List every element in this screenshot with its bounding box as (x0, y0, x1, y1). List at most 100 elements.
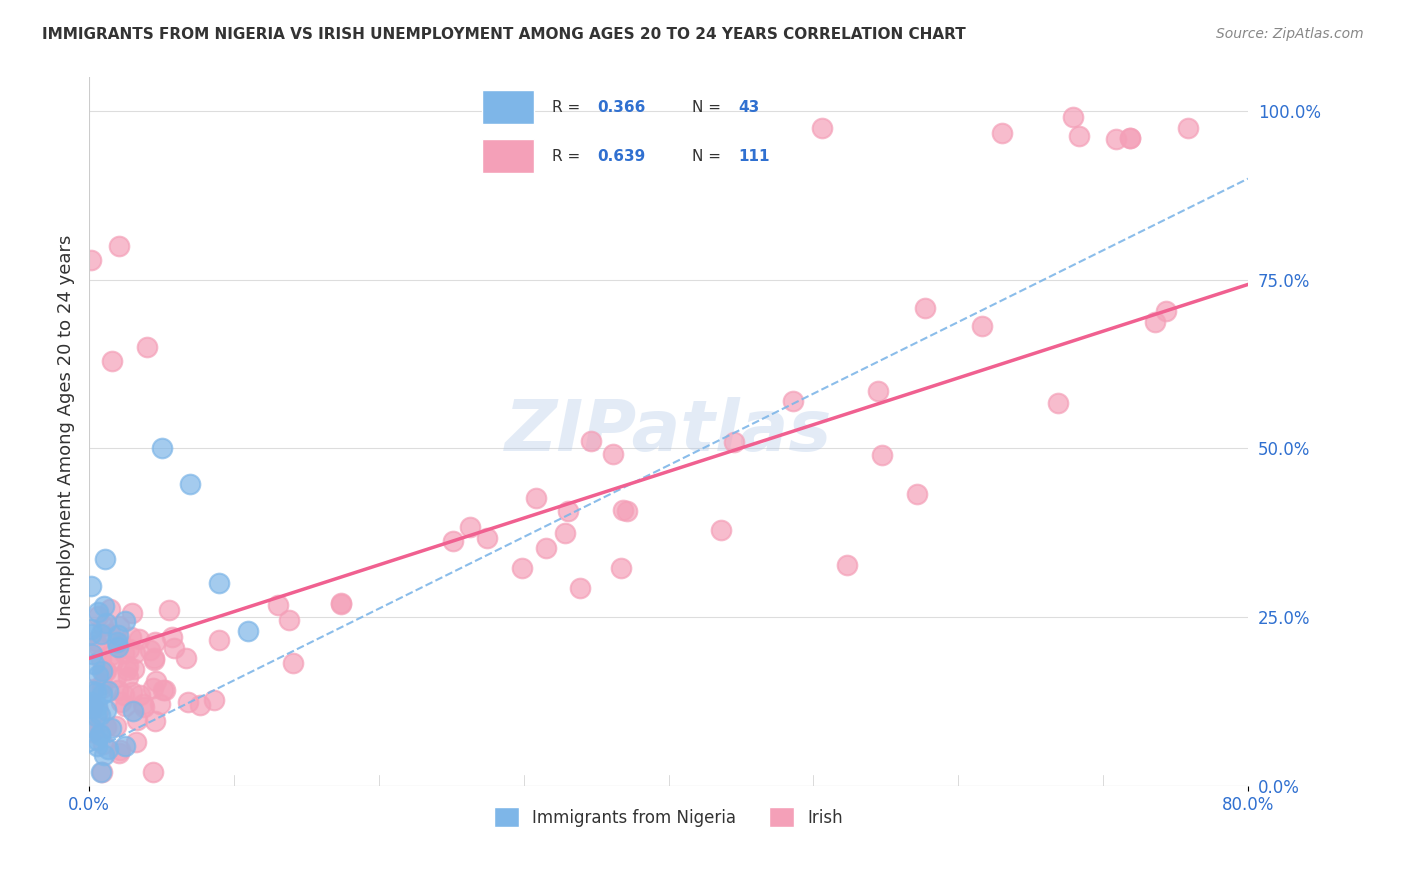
Point (83, 723, 105, 737)
Point (143, 714, 166, 729)
Text: 0.639: 0.639 (598, 149, 645, 164)
Point (142, 651, 165, 665)
Point (101, 654, 124, 668)
Point (121, 685, 143, 699)
Point (80, 648, 103, 662)
Text: R =: R = (551, 149, 585, 164)
Point (330, 597, 353, 611)
Point (107, 618, 129, 632)
Point (990, 126, 1012, 140)
Point (723, 434, 745, 449)
Point (89, 727, 111, 741)
Point (80, 703, 103, 717)
Point (536, 541, 558, 555)
Point (1154, 304, 1177, 318)
Point (208, 575, 231, 590)
Point (579, 434, 602, 448)
Point (86, 733, 108, 747)
Point (122, 662, 145, 676)
Point (179, 476, 201, 491)
Point (82, 681, 104, 696)
Point (1177, 121, 1199, 136)
Point (145, 673, 167, 688)
Point (87, 667, 110, 681)
Point (91, 765, 114, 780)
Point (80, 627, 103, 641)
Point (97, 741, 120, 756)
Point (208, 633, 231, 648)
Point (142, 765, 165, 780)
Point (157, 603, 180, 617)
Point (98, 602, 121, 616)
Point (86, 605, 108, 619)
Point (238, 624, 260, 638)
Point (79, 695, 101, 709)
Point (79, 579, 101, 593)
Point (91, 664, 114, 678)
Point (124, 646, 146, 660)
Point (94, 551, 117, 566)
Point (177, 695, 200, 709)
Point (96, 703, 118, 717)
Point (616, 503, 638, 517)
Text: Source: ZipAtlas.com: Source: ZipAtlas.com (1216, 27, 1364, 41)
Point (104, 719, 127, 733)
Point (149, 697, 172, 711)
Point (114, 615, 136, 629)
Point (160, 631, 183, 645)
Point (134, 699, 156, 714)
Y-axis label: Unemployment Among Ages 20 to 24 years: Unemployment Among Ages 20 to 24 years (58, 235, 75, 629)
Point (870, 448, 893, 462)
Text: R =: R = (551, 100, 585, 115)
Point (90, 626, 112, 640)
Point (131, 697, 153, 711)
Point (1119, 131, 1142, 145)
Point (121, 607, 143, 621)
Point (121, 704, 143, 718)
Point (86, 705, 108, 719)
Point (1144, 315, 1167, 329)
Point (110, 636, 132, 650)
Point (120, 630, 142, 644)
Point (569, 581, 592, 595)
Point (94, 616, 117, 631)
Point (202, 693, 225, 707)
Point (79, 622, 101, 636)
Point (1069, 128, 1091, 143)
Point (90, 652, 112, 666)
Point (114, 739, 136, 753)
Point (118, 641, 141, 656)
Point (105, 634, 128, 648)
Point (512, 561, 534, 575)
Point (98, 627, 121, 641)
Point (108, 743, 131, 757)
Point (612, 503, 634, 517)
Point (458, 519, 481, 533)
Point (283, 656, 305, 670)
Point (84, 708, 107, 723)
Point (93, 747, 115, 762)
FancyBboxPatch shape (481, 139, 534, 173)
Point (1118, 130, 1140, 145)
Point (138, 642, 160, 657)
Point (143, 653, 166, 667)
Point (107, 628, 129, 642)
Point (110, 695, 132, 709)
Point (93, 664, 115, 678)
Point (97, 684, 120, 698)
Point (188, 698, 211, 713)
Text: 43: 43 (738, 100, 759, 115)
Point (104, 670, 127, 684)
Point (163, 641, 186, 656)
Point (82, 684, 104, 698)
Point (866, 384, 889, 399)
Point (100, 721, 122, 735)
Point (79, 724, 101, 739)
Point (554, 525, 576, 540)
Point (100, 648, 122, 662)
Point (91, 619, 114, 633)
Point (91, 681, 114, 695)
Point (129, 689, 152, 703)
Point (905, 486, 928, 500)
Point (94, 663, 117, 677)
